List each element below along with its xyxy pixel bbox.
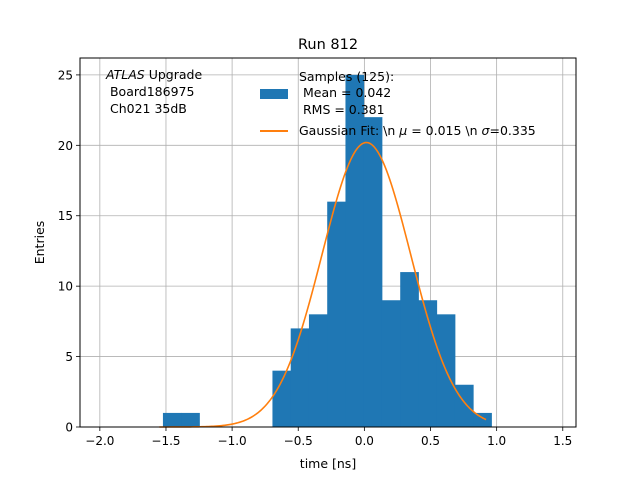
legend-fit-prefix: Gaussian Fit: \n — [299, 123, 399, 138]
legend-hist-line-2: Mean = 0.042 — [299, 85, 391, 100]
x-tick-label: 1.0 — [487, 434, 506, 448]
y-axis-ticks: 0 5 10 15 20 25 — [58, 68, 80, 435]
annotation-atlas: ATLAS — [105, 67, 145, 82]
legend-hist-swatch — [260, 89, 288, 99]
x-axis-label: time [ns] — [300, 456, 356, 471]
y-tick-label: 10 — [58, 280, 73, 294]
histogram-bar — [381, 300, 401, 427]
x-tick-label: 1.5 — [553, 434, 572, 448]
legend-fit-sigma: σ — [482, 123, 491, 138]
legend-fit-mid: = 0.015 \n — [407, 123, 481, 138]
histogram-bar — [290, 328, 310, 427]
y-tick-label: 5 — [65, 350, 73, 364]
chart-title: Run 812 — [298, 37, 358, 53]
y-tick-label: 0 — [65, 421, 73, 435]
x-tick-label: 0.5 — [421, 434, 440, 448]
legend-hist-line-3: RMS = 0.381 — [299, 102, 385, 117]
x-tick-label: 0.0 — [355, 434, 374, 448]
y-tick-label: 25 — [58, 68, 73, 82]
histogram-bar — [473, 412, 492, 427]
x-tick-label: −1.0 — [218, 434, 247, 448]
legend-fit-label: Gaussian Fit: \n μ = 0.015 \n σ=0.335 — [299, 123, 536, 138]
y-tick-label: 15 — [58, 209, 73, 223]
histogram-bar — [162, 412, 182, 427]
histogram-bar — [181, 412, 200, 427]
histogram-bar — [454, 384, 474, 427]
gaussian-fit-line — [159, 141, 487, 428]
plot-frame — [79, 57, 577, 428]
atlas-annotation: ATLAS Upgrade Board186975 Ch021 35dB — [105, 67, 202, 116]
histogram-bar — [308, 314, 328, 427]
legend-fit-suffix: =0.335 — [489, 123, 535, 138]
x-axis-ticks: −2.0 −1.5 −1.0 −0.5 0.0 0.5 1.0 1.5 — [85, 427, 572, 448]
histogram-bar — [400, 272, 419, 427]
histogram-bar — [327, 201, 346, 427]
y-axis-label: Entries — [32, 221, 47, 265]
x-tick-label: −0.5 — [284, 434, 313, 448]
legend: Samples (125): Mean = 0.042 RMS = 0.381 … — [260, 69, 536, 138]
annotation-upgrade: Upgrade — [145, 67, 203, 82]
histogram-bar — [363, 117, 383, 427]
x-tick-label: −1.5 — [151, 434, 180, 448]
x-tick-label: −2.0 — [85, 434, 114, 448]
annotation-board: Board186975 — [106, 84, 194, 99]
y-tick-label: 20 — [58, 139, 73, 153]
legend-hist-line-1: Samples (125): — [299, 69, 394, 84]
annotation-line-1: ATLAS Upgrade — [105, 67, 202, 82]
annotation-channel: Ch021 35dB — [106, 101, 187, 116]
histogram-bar — [272, 370, 292, 427]
legend-fit-mu: μ — [398, 123, 407, 138]
gaussian-fit — [159, 141, 487, 428]
